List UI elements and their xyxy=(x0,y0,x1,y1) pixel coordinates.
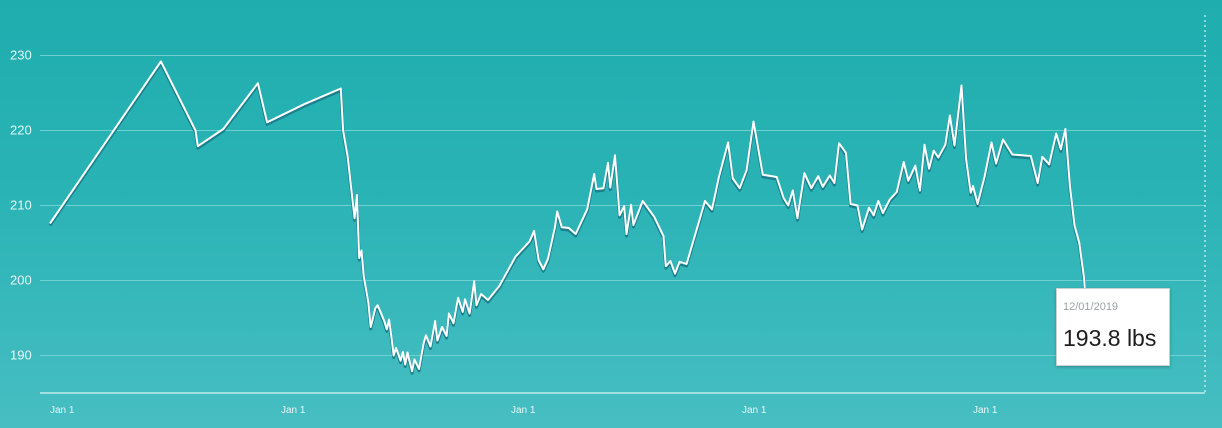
x-tick-label: Jan 1 xyxy=(973,405,998,416)
y-tick-label: 190 xyxy=(10,348,32,363)
x-tick-label: Jan 1 xyxy=(281,405,306,416)
tooltip-value: 193.8 lbs xyxy=(1063,325,1157,351)
y-axis: 190 200 210 220 230 xyxy=(10,48,32,363)
weight-minimum-trace xyxy=(48,62,1104,375)
weight-tooltip: 12/01/2019 193.8 lbs xyxy=(1056,288,1170,366)
gridlines xyxy=(40,55,1205,356)
y-tick-label: 230 xyxy=(10,48,32,63)
x-tick-label: Jan 1 xyxy=(511,405,536,416)
x-tick-label: Jan 1 xyxy=(742,405,767,416)
tooltip-date: 12/01/2019 xyxy=(1063,301,1119,313)
y-tick-label: 210 xyxy=(10,198,32,213)
x-axis: Jan 1 Jan 1 Jan 1 Jan 1 Jan 1 xyxy=(50,405,998,416)
y-tick-label: 200 xyxy=(10,273,32,288)
x-tick-label: Jan 1 xyxy=(50,405,75,416)
weight-series-line[interactable] xyxy=(49,60,1104,373)
y-tick-label: 220 xyxy=(10,123,32,138)
